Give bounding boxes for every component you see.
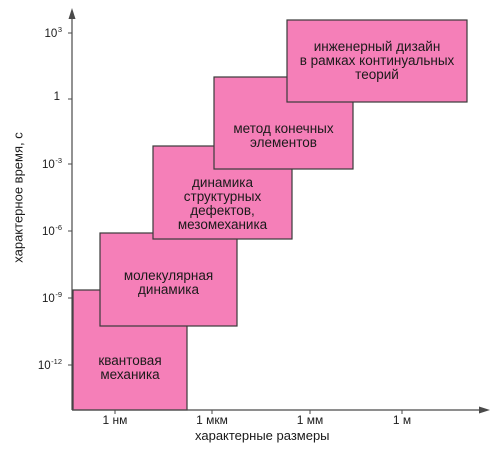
x-tick-label: 1 мм: [296, 413, 324, 427]
y-tick-label: 10-6: [22, 223, 62, 238]
scale-box-label-1: квантовая механика: [98, 353, 162, 382]
y-tick-label: 1: [22, 91, 60, 103]
y-tick-label: 10-12: [22, 357, 62, 372]
scale-box-label-3: динамика структурных дефектов, мезомехан…: [177, 175, 268, 232]
y-axis-arrow: [68, 8, 76, 19]
x-tick-label: 1 мкм: [196, 413, 228, 427]
x-tick-label: 1 м: [392, 413, 412, 427]
scale-box-5: [286, 19, 468, 103]
x-tick-label: 1 нм: [102, 413, 128, 427]
axes: [68, 8, 490, 414]
scale-box-label-5: инженерный дизайн в рамках континуальных…: [299, 39, 455, 82]
y-tick-exponent: 3: [57, 25, 62, 34]
x-axis-title: характерные размеры: [195, 428, 330, 443]
scale-box-label-2: молекулярная динамика: [123, 267, 214, 297]
y-tick-exponent: -12: [51, 357, 62, 366]
y-tick-exponent: -6: [55, 223, 62, 232]
y-axis-title: характерное время, с: [10, 132, 26, 263]
scale-box-2: [99, 232, 238, 327]
scale-box-label-4: метод конечных элементов: [233, 120, 334, 150]
y-tick-base: 10: [37, 360, 51, 372]
y-tick-base: 10: [44, 28, 58, 40]
y-tick-base: 10: [42, 293, 55, 305]
y-tick-label: 10-9: [22, 290, 62, 305]
y-tick-exponent: -9: [55, 290, 62, 299]
y-tick-base: 10: [42, 226, 55, 238]
y-tick-label: 103: [22, 25, 62, 40]
y-tick-label: 10-3: [22, 156, 62, 171]
y-tick-exponent: -3: [55, 156, 62, 165]
x-axis-arrow: [479, 406, 490, 414]
y-tick-base: 10: [42, 159, 55, 171]
y-tick-base: 1: [53, 91, 60, 103]
